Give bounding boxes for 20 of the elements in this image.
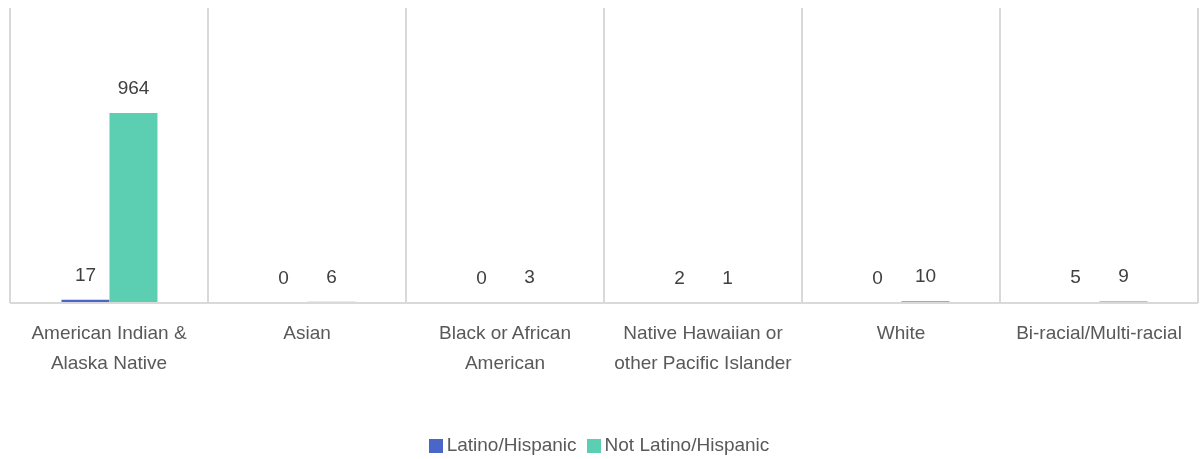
data-label: 0 (872, 266, 883, 288)
data-label: 17 (74, 263, 97, 285)
data-label: 10 (914, 265, 937, 287)
x-tick-label: Bi-racial/Multi-racial (1016, 322, 1182, 344)
data-label: 0 (476, 266, 487, 288)
legend-label: Not Latino/Hispanic (604, 434, 770, 455)
data-label: 1 (722, 266, 733, 288)
x-tick-label: White (876, 322, 926, 344)
data-label: 964 (117, 77, 150, 98)
data-label: 5 (1070, 266, 1081, 288)
legend-label: Latino/Hispanic (446, 434, 577, 455)
x-tick-label: Native Hawaiian or other Pacific Islander (614, 322, 793, 373)
data-label: 2 (674, 266, 685, 288)
x-tick-label: Black or African American (439, 322, 571, 373)
data-label: 6 (326, 265, 337, 287)
x-tick-label: Asian (283, 322, 331, 344)
data-label: 3 (524, 266, 535, 288)
x-tick-label: American Indian & Alaska Native (31, 322, 187, 373)
data-label: 9 (1118, 265, 1129, 287)
data-label: 0 (278, 266, 289, 288)
